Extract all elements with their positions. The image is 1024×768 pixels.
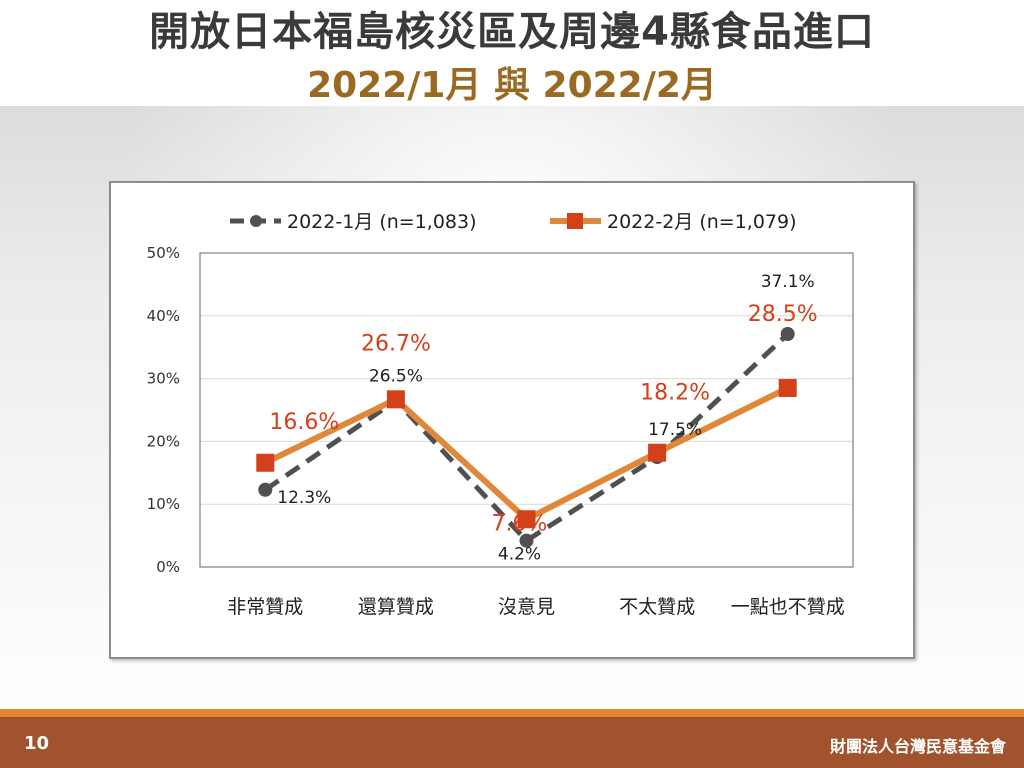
legend-marker-feb: [567, 213, 583, 229]
data-point-feb: [386, 390, 405, 409]
chart-frame: [109, 181, 915, 659]
x-tick-label: 還算贊成: [358, 596, 434, 618]
data-point-jan: [780, 327, 795, 342]
page-title: 開放日本福島核災區及周邊4縣食品進口: [149, 9, 875, 55]
data-point-feb: [517, 510, 536, 529]
x-tick-label: 一點也不贊成: [731, 596, 845, 618]
y-tick-label: 10%: [147, 495, 180, 513]
page-number: 10: [24, 733, 50, 754]
data-label-jan: 26.5%: [369, 367, 423, 387]
legend-label-jan: 2022-1月 (n=1,083): [287, 211, 477, 233]
data-label-jan: 37.1%: [761, 272, 815, 292]
data-label-feb: 7.6%: [492, 511, 548, 536]
data-label-feb: 18.2%: [640, 381, 710, 406]
footer-bar: [0, 717, 1024, 768]
data-label-feb: 28.5%: [748, 302, 818, 327]
organization-name: 財團法人台灣民意基金會: [829, 737, 1006, 756]
line-chart: 0% 10% 20% 30% 40% 50% 非常贊成 還算贊成 沒意見 不太贊成 一點也不贊成 12…: [147, 211, 854, 618]
header-area: [0, 0, 1024, 110]
y-tick-label: 50%: [147, 244, 180, 262]
y-tick-label: 0%: [156, 558, 180, 576]
data-point-feb: [256, 453, 275, 472]
y-tick-label: 20%: [147, 432, 180, 450]
data-point-feb: [778, 379, 797, 398]
plot-area: [199, 252, 854, 568]
data-label-feb: 26.7%: [361, 331, 431, 356]
legend-marker-jan: [250, 215, 262, 227]
x-tick-label: 不太贊成: [619, 596, 695, 618]
data-point-jan: [258, 482, 273, 497]
y-tick-label: 30%: [147, 370, 180, 388]
page-subtitle: 2022/1月 與 2022/2月: [307, 65, 717, 106]
data-label-feb: 16.6%: [269, 410, 339, 435]
footer-stripe: [0, 709, 1024, 717]
data-label-jan: 12.3%: [277, 488, 331, 508]
data-label-jan: 17.5%: [648, 420, 702, 440]
data-label-jan: 4.2%: [498, 545, 541, 565]
legend-label-feb: 2022-2月 (n=1,079): [607, 211, 797, 233]
y-tick-label: 40%: [147, 307, 180, 325]
data-point-jan: [519, 533, 534, 548]
series-line-jan: [263, 332, 790, 544]
data-point-feb: [648, 443, 667, 462]
x-tick-label: 非常贊成: [227, 596, 303, 618]
x-tick-label: 沒意見: [498, 596, 555, 618]
